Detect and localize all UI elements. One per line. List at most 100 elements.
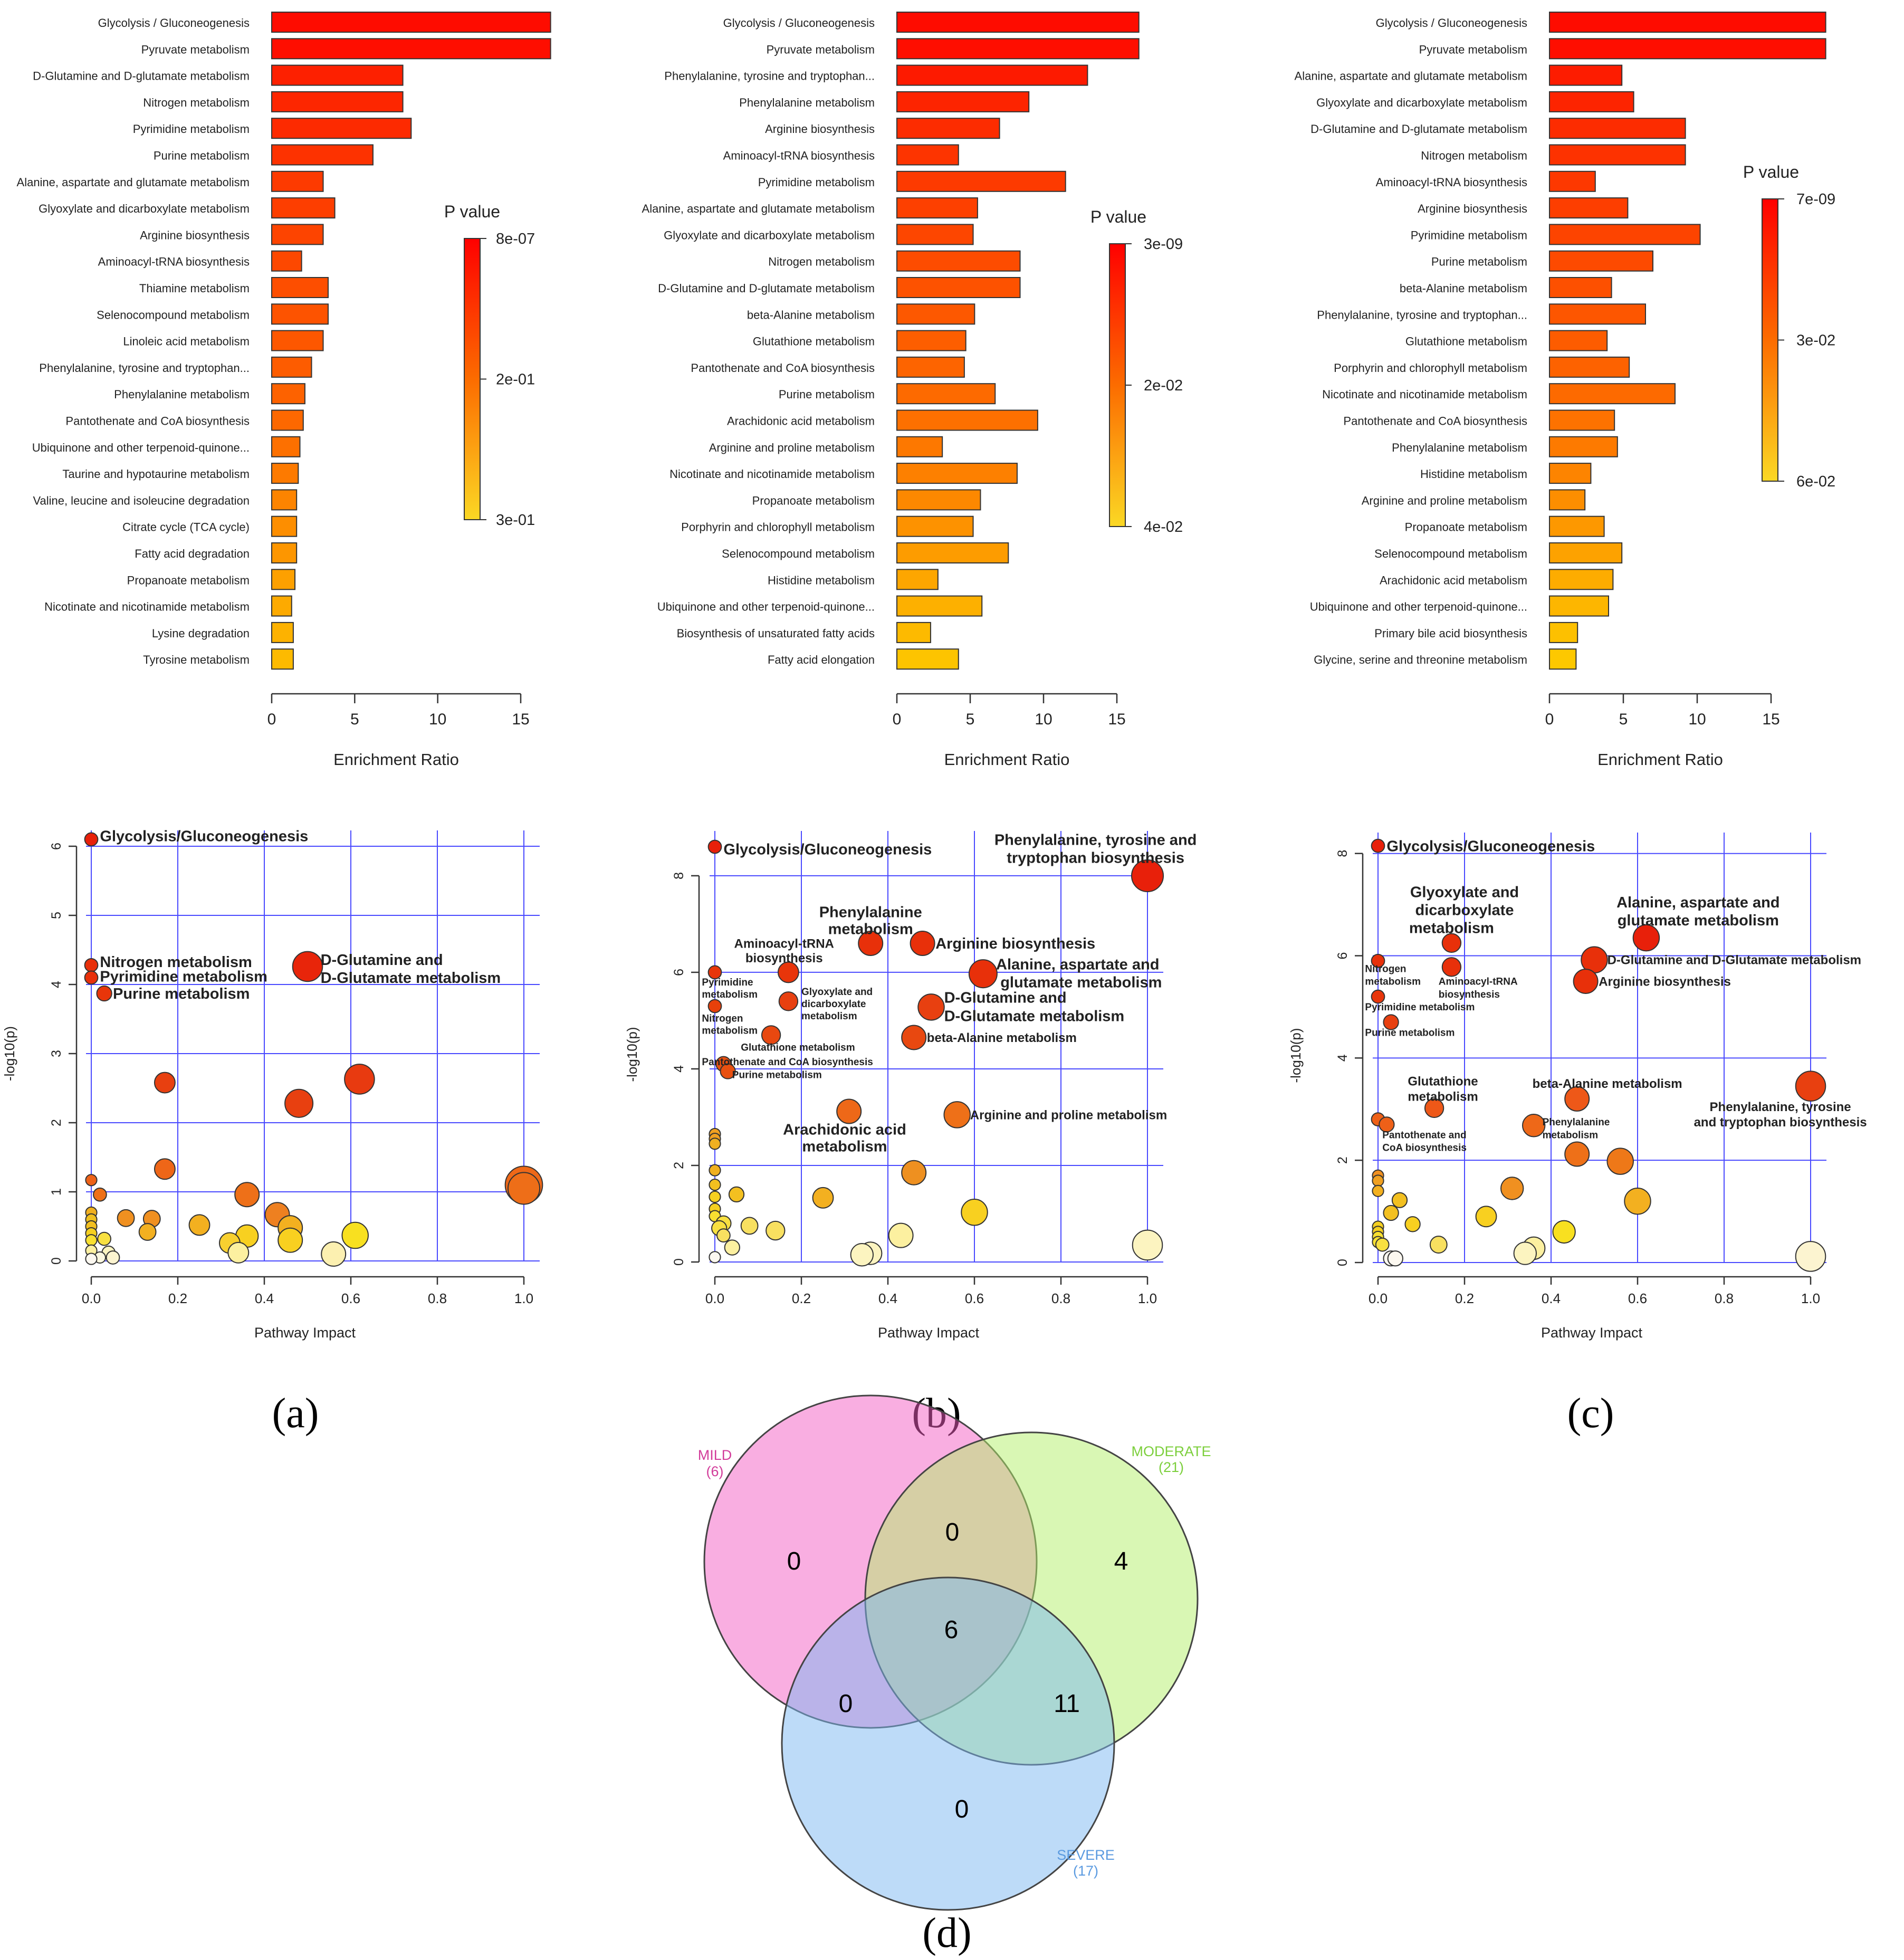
x-tick-label: 0.6: [965, 1290, 984, 1306]
point-annotation: D-Glutamine and: [321, 952, 443, 969]
bar: [896, 12, 1140, 33]
category-label: Arginine and proline metabolism: [1362, 494, 1527, 507]
category-label: Purine metabolism: [779, 388, 875, 401]
category-label: Aminoacyl-tRNA biosynthesis: [98, 255, 250, 269]
x-tick-label: 15: [512, 711, 529, 728]
bar: [896, 118, 1000, 139]
data-point: [1387, 1250, 1403, 1267]
bar: [271, 197, 336, 219]
data-point: [1475, 1206, 1497, 1228]
venn-set-label-severe: SEVERE: [1057, 1847, 1115, 1863]
x-tick-label: 5: [966, 711, 975, 728]
venn-circle-severe: [781, 1576, 1115, 1911]
x-tick-label: 0: [893, 711, 902, 728]
bar: [896, 463, 1018, 484]
category-label: Pantothenate and CoA biosynthesis: [65, 415, 250, 428]
point-annotation: Glycolysis/Gluconeogenesis: [723, 842, 932, 858]
bar: [896, 277, 1021, 298]
category-label: Phenylalanine metabolism: [1392, 441, 1527, 454]
data-point: [1379, 1116, 1395, 1133]
data-point: [707, 999, 722, 1014]
data-point: [1404, 1216, 1421, 1232]
bar: [271, 224, 324, 245]
category-label: Phenylalanine, tyrosine and tryptophan..…: [39, 361, 250, 375]
bar: [271, 170, 324, 192]
point-annotation: metabolism: [702, 1025, 758, 1036]
x-tick-label: 0.8: [1715, 1290, 1734, 1306]
x-axis-label: Enrichment Ratio: [1597, 750, 1723, 769]
panel-label-a: (a): [272, 1390, 319, 1437]
point-annotation: Nitrogen: [702, 1014, 743, 1025]
data-point: [961, 1198, 988, 1226]
venn-region-mild-severe: 0: [839, 1690, 853, 1718]
point-annotation: metabolism: [1543, 1130, 1599, 1141]
data-point: [1441, 933, 1462, 953]
x-tick-label: 0.2: [1455, 1290, 1474, 1306]
point-annotation: Aminoacyl-tRNA: [1439, 977, 1518, 988]
data-point: [84, 958, 99, 972]
point-annotation: D-Glutamate metabolism: [944, 1008, 1125, 1025]
p-value-colorbar: [1109, 243, 1126, 527]
data-point: [1132, 1229, 1163, 1261]
category-label: Purine metabolism: [154, 149, 250, 162]
data-point: [709, 1164, 721, 1177]
category-label: Ubiquinone and other terpenoid-quinone..…: [657, 600, 875, 614]
data-point: [1424, 1098, 1444, 1118]
bar: [1549, 12, 1826, 33]
data-point: [292, 951, 323, 982]
data-point: [1632, 924, 1660, 952]
bar: [1549, 170, 1596, 192]
x-tick-label: 15: [1108, 711, 1125, 728]
data-point: [709, 1190, 721, 1203]
bar: [271, 91, 404, 112]
bar: [896, 197, 978, 219]
point-annotation: Glutathione metabolism: [741, 1042, 855, 1053]
point-annotation: D-Glutamine and: [944, 990, 1067, 1007]
data-point: [1624, 1187, 1651, 1215]
x-tick-label: 10: [1035, 711, 1052, 728]
bar: [271, 463, 299, 484]
category-label: Selenocompound metabolism: [1374, 547, 1527, 560]
category-label: Phenylalanine metabolism: [114, 388, 250, 401]
venn-diagram: MILD (6) MODERATE (21) SEVERE (17) 0 0 4…: [698, 1394, 1211, 1911]
bar: [1549, 595, 1609, 617]
y-axis-label: -log10(p): [2, 1026, 17, 1081]
category-label: Ubiquinone and other terpenoid-quinone..…: [32, 441, 250, 454]
bar: [1549, 250, 1653, 272]
x-tick-label: 0: [1545, 711, 1554, 728]
bar: [896, 38, 1140, 60]
category-label: Linoleic acid metabolism: [123, 335, 250, 348]
point-annotation: Arginine and proline metabolism: [970, 1108, 1167, 1122]
data-point: [507, 1172, 541, 1205]
data-point: [1383, 1204, 1399, 1221]
data-point: [707, 839, 722, 854]
bar: [271, 277, 329, 298]
data-point: [84, 832, 99, 847]
point-annotation: Alanine, aspartate and: [1616, 894, 1779, 911]
data-point: [901, 1025, 927, 1050]
point-annotation: metabolism: [1409, 920, 1494, 936]
data-point: [709, 1178, 721, 1191]
panel-label-c: (c): [1567, 1390, 1614, 1437]
x-axis-label: Enrichment Ratio: [944, 750, 1070, 769]
venn-region-mild-only: 0: [787, 1547, 801, 1575]
point-annotation: Glyoxylate and: [1410, 884, 1519, 901]
bar: [896, 622, 931, 643]
y-tick-label: 2: [1335, 1156, 1350, 1164]
legend-title: P value: [444, 202, 500, 221]
data-point: [1552, 1220, 1576, 1244]
data-point: [1391, 1192, 1408, 1208]
point-annotation: beta-Alanine metabolism: [927, 1031, 1077, 1045]
bar: [1549, 622, 1578, 643]
bar: [896, 569, 939, 590]
bar: [896, 542, 1009, 563]
category-label: Thiamine metabolism: [139, 282, 250, 295]
data-point: [858, 931, 884, 957]
y-tick-label: 2: [49, 1119, 64, 1126]
y-tick-label: 6: [672, 969, 686, 976]
bar: [271, 356, 312, 378]
data-point: [724, 1239, 740, 1256]
p-value-colorbar: [464, 238, 481, 520]
bar: [896, 383, 996, 405]
category-label: Porphyrin and chlorophyll metabolism: [681, 521, 875, 534]
